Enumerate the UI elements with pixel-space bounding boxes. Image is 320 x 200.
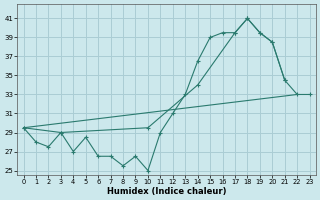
X-axis label: Humidex (Indice chaleur): Humidex (Indice chaleur) [107, 187, 226, 196]
